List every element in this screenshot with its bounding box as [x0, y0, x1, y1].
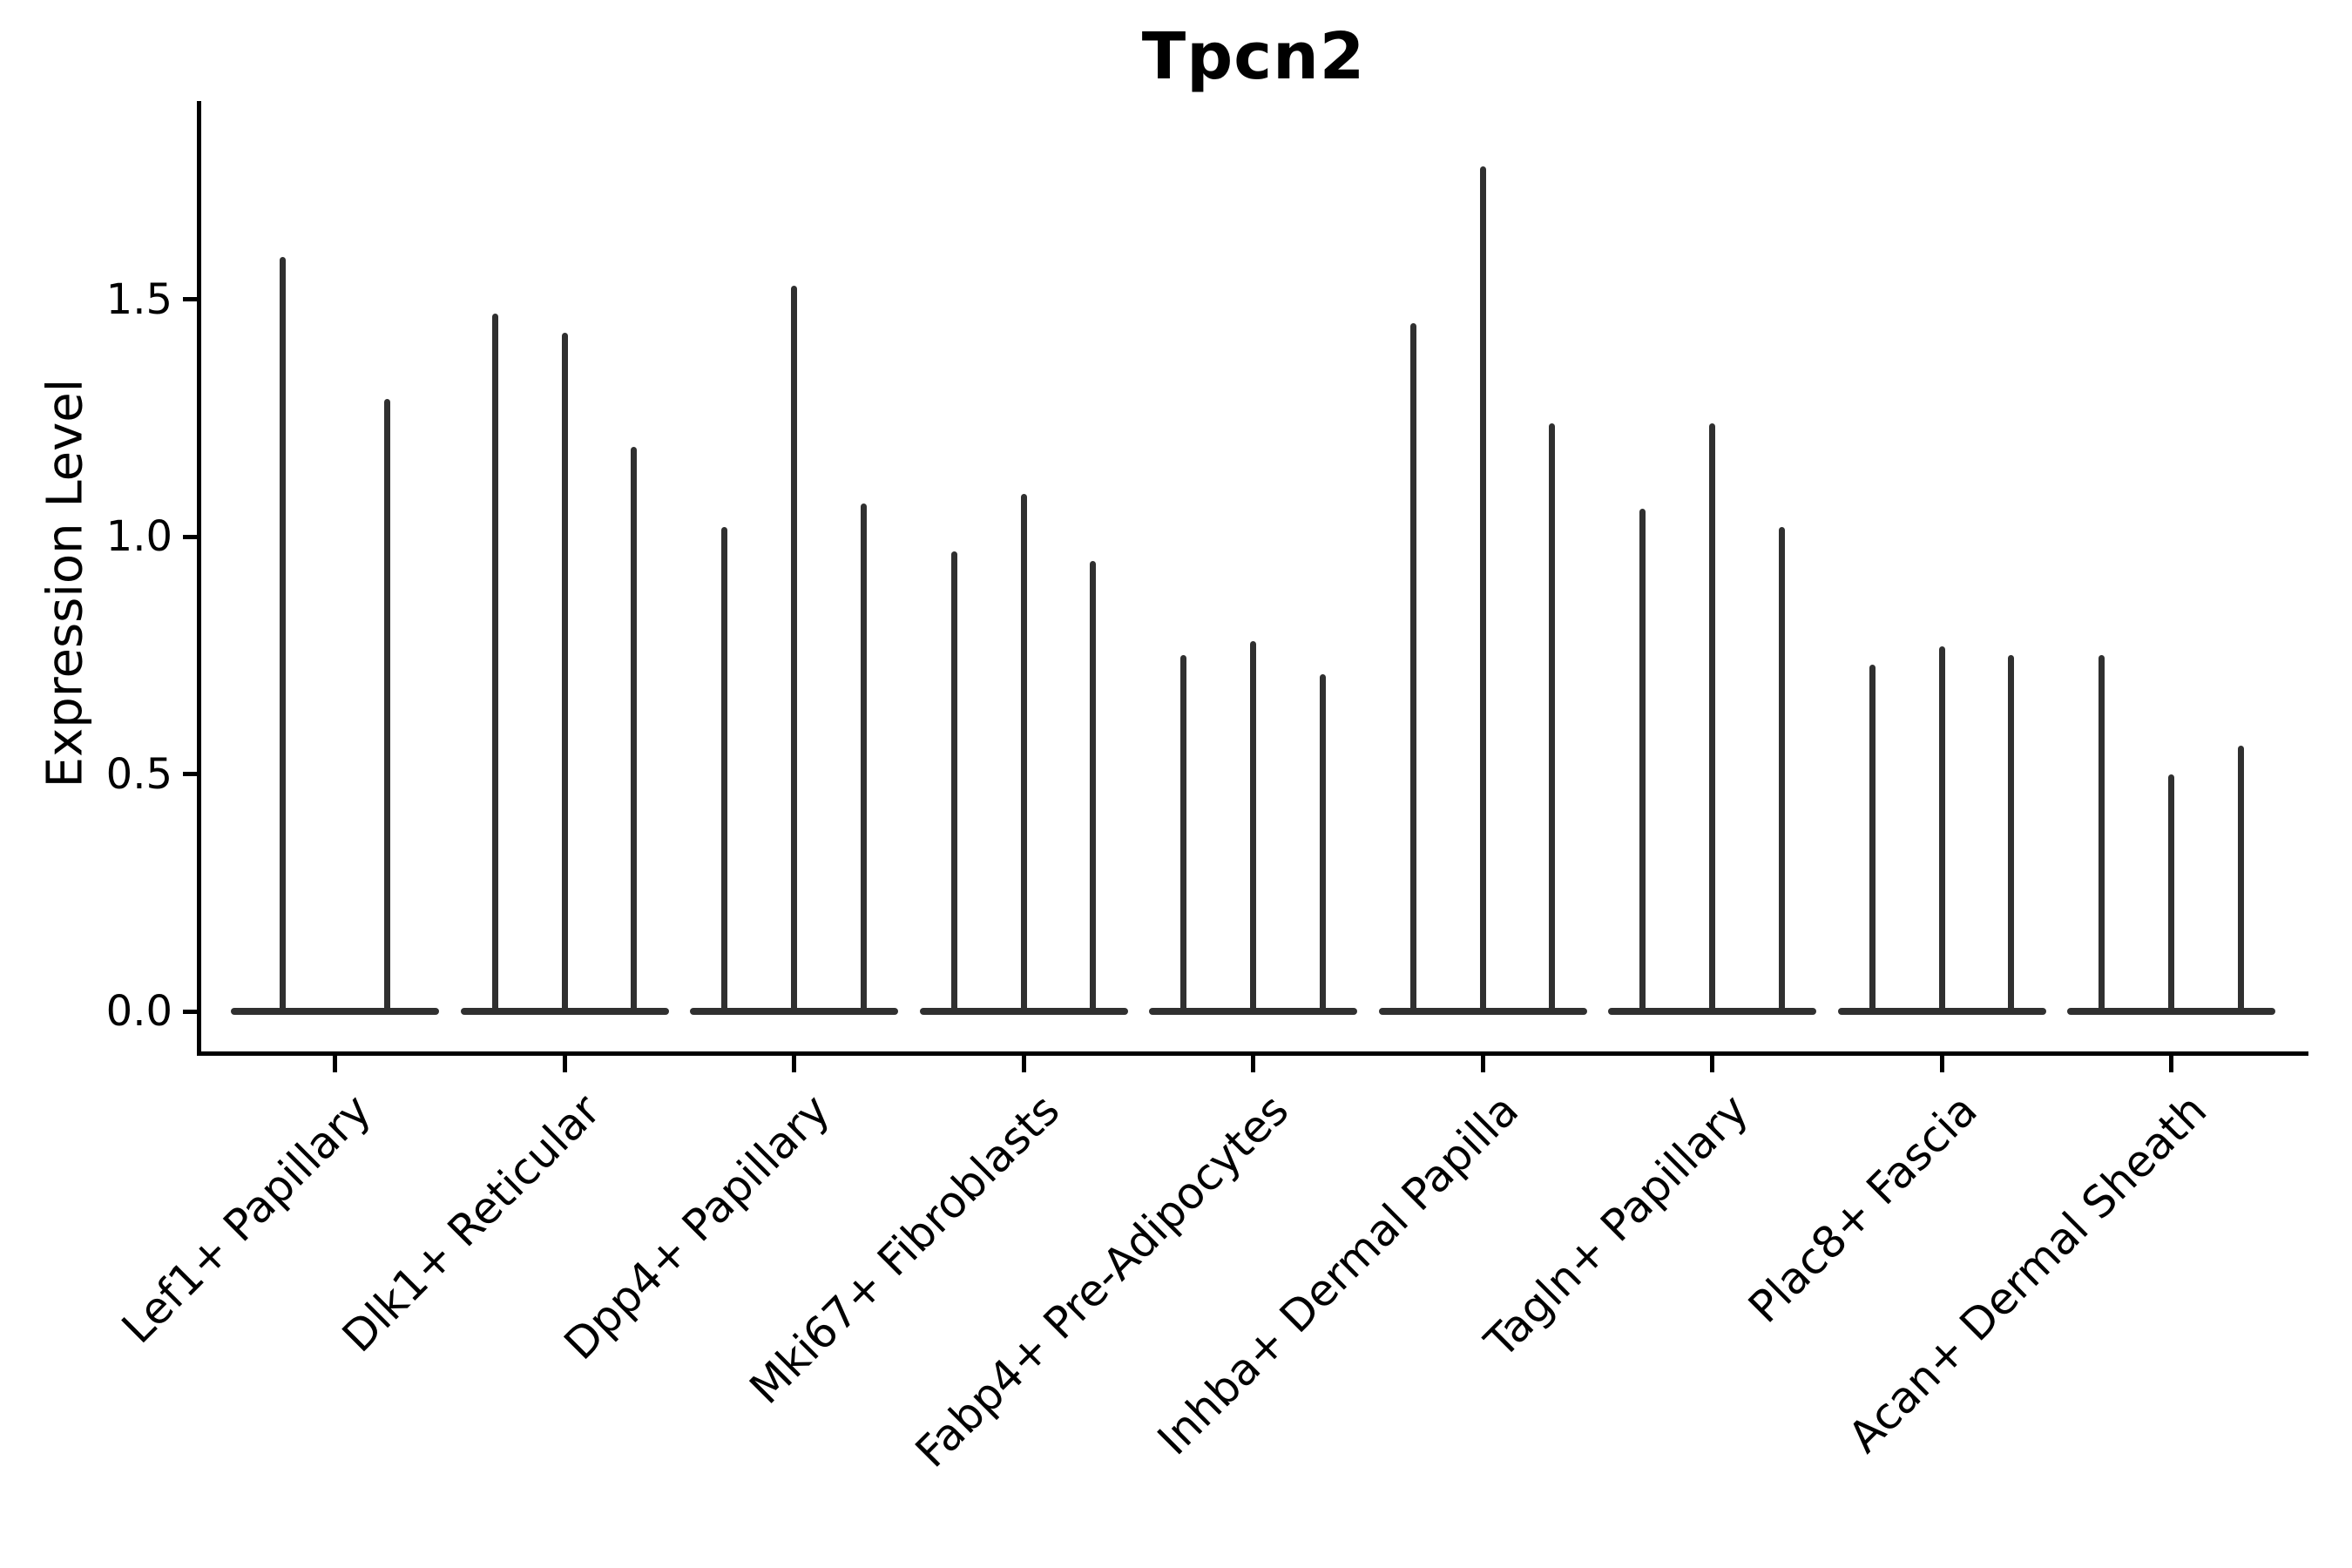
violin-base: [690, 1008, 898, 1015]
x-tick-label: Plac8+ Fascia: [1739, 1085, 1988, 1333]
y-axis-line: [197, 101, 201, 1055]
violin-needle: [721, 527, 728, 1011]
y-tick-mark: [183, 297, 199, 302]
x-tick-mark: [1939, 1053, 1944, 1072]
x-tick-mark: [2169, 1053, 2173, 1072]
violin-needle: [1319, 674, 1326, 1011]
y-tick-label: 1.0: [105, 512, 172, 562]
x-tick-mark: [562, 1053, 567, 1072]
violin-needle: [280, 256, 287, 1011]
violin-needle: [1709, 422, 1715, 1011]
violin-needle: [1180, 655, 1187, 1011]
y-tick-mark: [183, 534, 199, 539]
violin-base: [1149, 1008, 1357, 1015]
violin-needle: [860, 504, 867, 1011]
violin-needle: [1090, 560, 1097, 1011]
y-tick-label: 1.5: [105, 274, 172, 324]
violin-base: [460, 1008, 669, 1015]
violin-needle: [1479, 166, 1486, 1011]
violin-needle: [2008, 655, 2015, 1011]
violin-needle: [1409, 323, 1416, 1011]
violin-needle: [631, 446, 638, 1011]
violin-base: [919, 1008, 1128, 1015]
violin-base: [1608, 1008, 1816, 1015]
y-tick-mark: [183, 772, 199, 777]
chart-title: Tpcn2: [1141, 19, 1366, 94]
x-tick-mark: [1710, 1053, 1714, 1072]
y-axis-label: Expression Level: [37, 378, 94, 788]
violin-base: [1378, 1008, 1587, 1015]
violin-needle: [2099, 655, 2105, 1011]
x-tick-mark: [1480, 1053, 1485, 1072]
violin-needle: [383, 399, 390, 1011]
x-tick-label: Dlk1+ Reticular: [333, 1085, 611, 1362]
violin-needle: [1020, 494, 1027, 1011]
y-tick-label: 0.0: [105, 987, 172, 1036]
violin-needle: [2168, 774, 2174, 1011]
violin-needle: [1869, 665, 1876, 1011]
x-tick-label: Lef1+ Papillary: [112, 1085, 381, 1354]
violin-needle: [1938, 645, 1945, 1011]
x-tick-mark: [792, 1053, 796, 1072]
violin-needle: [1639, 508, 1646, 1011]
violin-needle: [1250, 641, 1256, 1011]
violin-base: [1837, 1008, 2046, 1015]
x-tick-mark: [1021, 1053, 1026, 1072]
violin-needle: [561, 333, 568, 1011]
violin-needle: [1778, 527, 1785, 1011]
violin-base: [2067, 1008, 2275, 1015]
y-tick-label: 0.5: [105, 749, 172, 799]
x-tick-label: Fabp4+ Pre-Adipocytes: [906, 1085, 1299, 1477]
y-tick-mark: [183, 1009, 199, 1014]
violin-needle: [950, 551, 957, 1011]
x-tick-mark: [1251, 1053, 1255, 1072]
violin-needle: [791, 285, 797, 1011]
violin-needle: [491, 314, 498, 1011]
violin-needle: [2237, 745, 2244, 1011]
violin-base: [231, 1008, 439, 1015]
violin-needle: [1549, 422, 1556, 1011]
x-tick-mark: [333, 1053, 337, 1072]
